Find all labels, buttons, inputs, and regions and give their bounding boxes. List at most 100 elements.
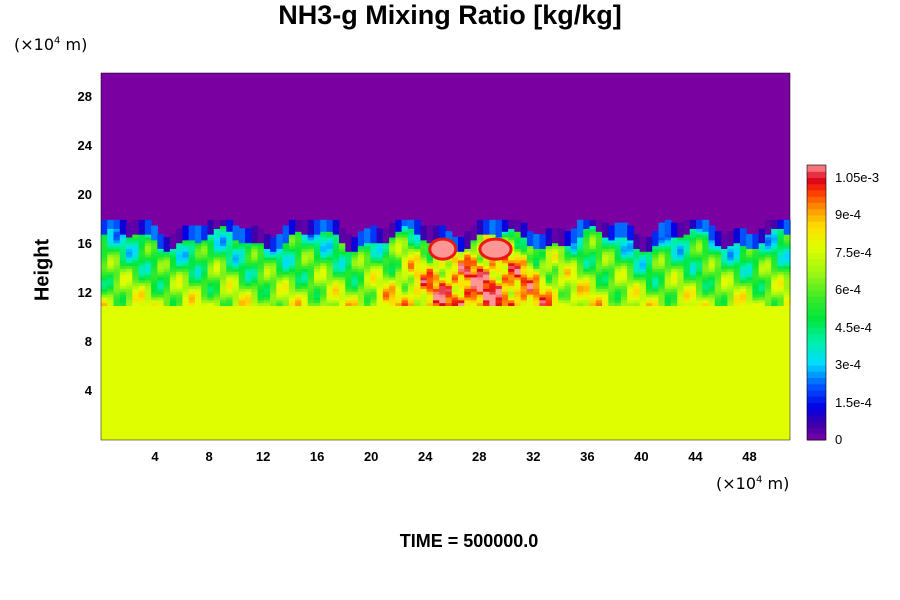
field-cell bbox=[207, 294, 215, 298]
field-cell bbox=[545, 299, 553, 304]
field-cell bbox=[288, 228, 296, 232]
field-cell bbox=[470, 236, 478, 241]
field-cell bbox=[194, 236, 202, 241]
x-tick-label: 12 bbox=[255, 449, 271, 464]
field-cell bbox=[119, 234, 127, 238]
field-cell bbox=[483, 279, 490, 284]
field-cell bbox=[683, 294, 691, 298]
field-cell bbox=[407, 294, 415, 298]
field-cell bbox=[746, 276, 754, 281]
field-cell bbox=[313, 234, 321, 238]
field-cell bbox=[389, 239, 396, 244]
field-cell bbox=[764, 236, 772, 241]
field-cell bbox=[420, 259, 428, 264]
field-cell bbox=[345, 265, 353, 269]
field-cell bbox=[714, 259, 722, 264]
field-cell bbox=[470, 256, 478, 261]
field-cell bbox=[514, 219, 522, 224]
field-cell bbox=[708, 251, 716, 255]
field-cell bbox=[126, 231, 133, 235]
field-cell bbox=[101, 296, 108, 301]
field-cell bbox=[577, 239, 584, 244]
field-cell bbox=[683, 254, 691, 258]
field-cell bbox=[533, 296, 541, 301]
field-cell bbox=[288, 288, 296, 292]
field-cell bbox=[420, 268, 428, 272]
field-cell bbox=[382, 256, 390, 261]
field-cell bbox=[370, 302, 378, 307]
field-cell bbox=[282, 282, 290, 287]
field-cell bbox=[633, 276, 641, 281]
field-cell bbox=[101, 219, 108, 224]
field-cell bbox=[627, 262, 635, 267]
field-cell bbox=[263, 245, 271, 249]
field-cell bbox=[458, 276, 465, 281]
field-cell bbox=[138, 222, 146, 227]
field-cell bbox=[608, 294, 616, 298]
field-cell bbox=[739, 274, 747, 278]
field-cell bbox=[476, 288, 484, 292]
field-cell bbox=[251, 245, 259, 249]
field-cell bbox=[608, 296, 616, 301]
field-cell bbox=[132, 262, 140, 267]
field-cell bbox=[777, 248, 785, 252]
field-cell bbox=[683, 228, 691, 232]
field-cell bbox=[113, 225, 121, 229]
field-cell bbox=[702, 231, 710, 235]
colorbar-segment bbox=[807, 227, 826, 235]
field-cell bbox=[232, 268, 240, 272]
field-cell bbox=[207, 274, 215, 278]
field-cell bbox=[251, 236, 259, 241]
field-cell bbox=[151, 225, 158, 229]
field-cell bbox=[501, 299, 509, 304]
field-cell bbox=[526, 274, 534, 278]
field-cell bbox=[226, 265, 234, 269]
field-cell bbox=[589, 256, 597, 261]
field-cell bbox=[157, 294, 165, 298]
field-cell bbox=[583, 245, 591, 249]
field-cell bbox=[577, 302, 584, 307]
field-cell bbox=[501, 236, 509, 241]
field-cell bbox=[689, 291, 697, 295]
field-cell bbox=[620, 228, 628, 232]
field-cell bbox=[771, 236, 779, 241]
field-cell bbox=[107, 222, 115, 227]
field-cell bbox=[251, 268, 259, 272]
field-cell bbox=[752, 259, 760, 264]
field-cell bbox=[771, 294, 779, 298]
field-cell bbox=[758, 288, 766, 292]
field-cell bbox=[439, 271, 447, 275]
field-cell bbox=[758, 262, 766, 267]
field-cell bbox=[564, 279, 572, 284]
field-cell bbox=[627, 285, 635, 289]
field-cell bbox=[520, 236, 528, 241]
field-cell bbox=[432, 231, 440, 235]
field-cell bbox=[583, 219, 591, 224]
field-cell bbox=[370, 236, 378, 241]
field-cell bbox=[364, 248, 371, 252]
field-cell bbox=[144, 236, 152, 241]
field-cell bbox=[188, 279, 196, 284]
field-cell bbox=[545, 254, 553, 258]
field-cell bbox=[664, 296, 672, 301]
field-cell bbox=[107, 248, 115, 252]
field-cell bbox=[589, 251, 597, 255]
field-cell bbox=[489, 262, 497, 267]
field-cell bbox=[144, 299, 152, 304]
field-cell bbox=[677, 239, 685, 244]
field-cell bbox=[126, 274, 133, 278]
field-cell bbox=[132, 239, 140, 244]
field-cell bbox=[301, 271, 309, 275]
field-cell bbox=[702, 254, 710, 258]
field-cell bbox=[226, 296, 234, 301]
field-cell bbox=[201, 276, 209, 281]
field-cell bbox=[620, 282, 628, 287]
field-cell bbox=[345, 262, 353, 267]
field-cell bbox=[220, 285, 227, 289]
field-cell bbox=[752, 302, 760, 307]
field-cell bbox=[207, 236, 215, 241]
field-cell bbox=[207, 248, 215, 252]
field-cell bbox=[783, 234, 791, 238]
field-cell bbox=[326, 291, 334, 295]
field-cell bbox=[432, 302, 440, 307]
